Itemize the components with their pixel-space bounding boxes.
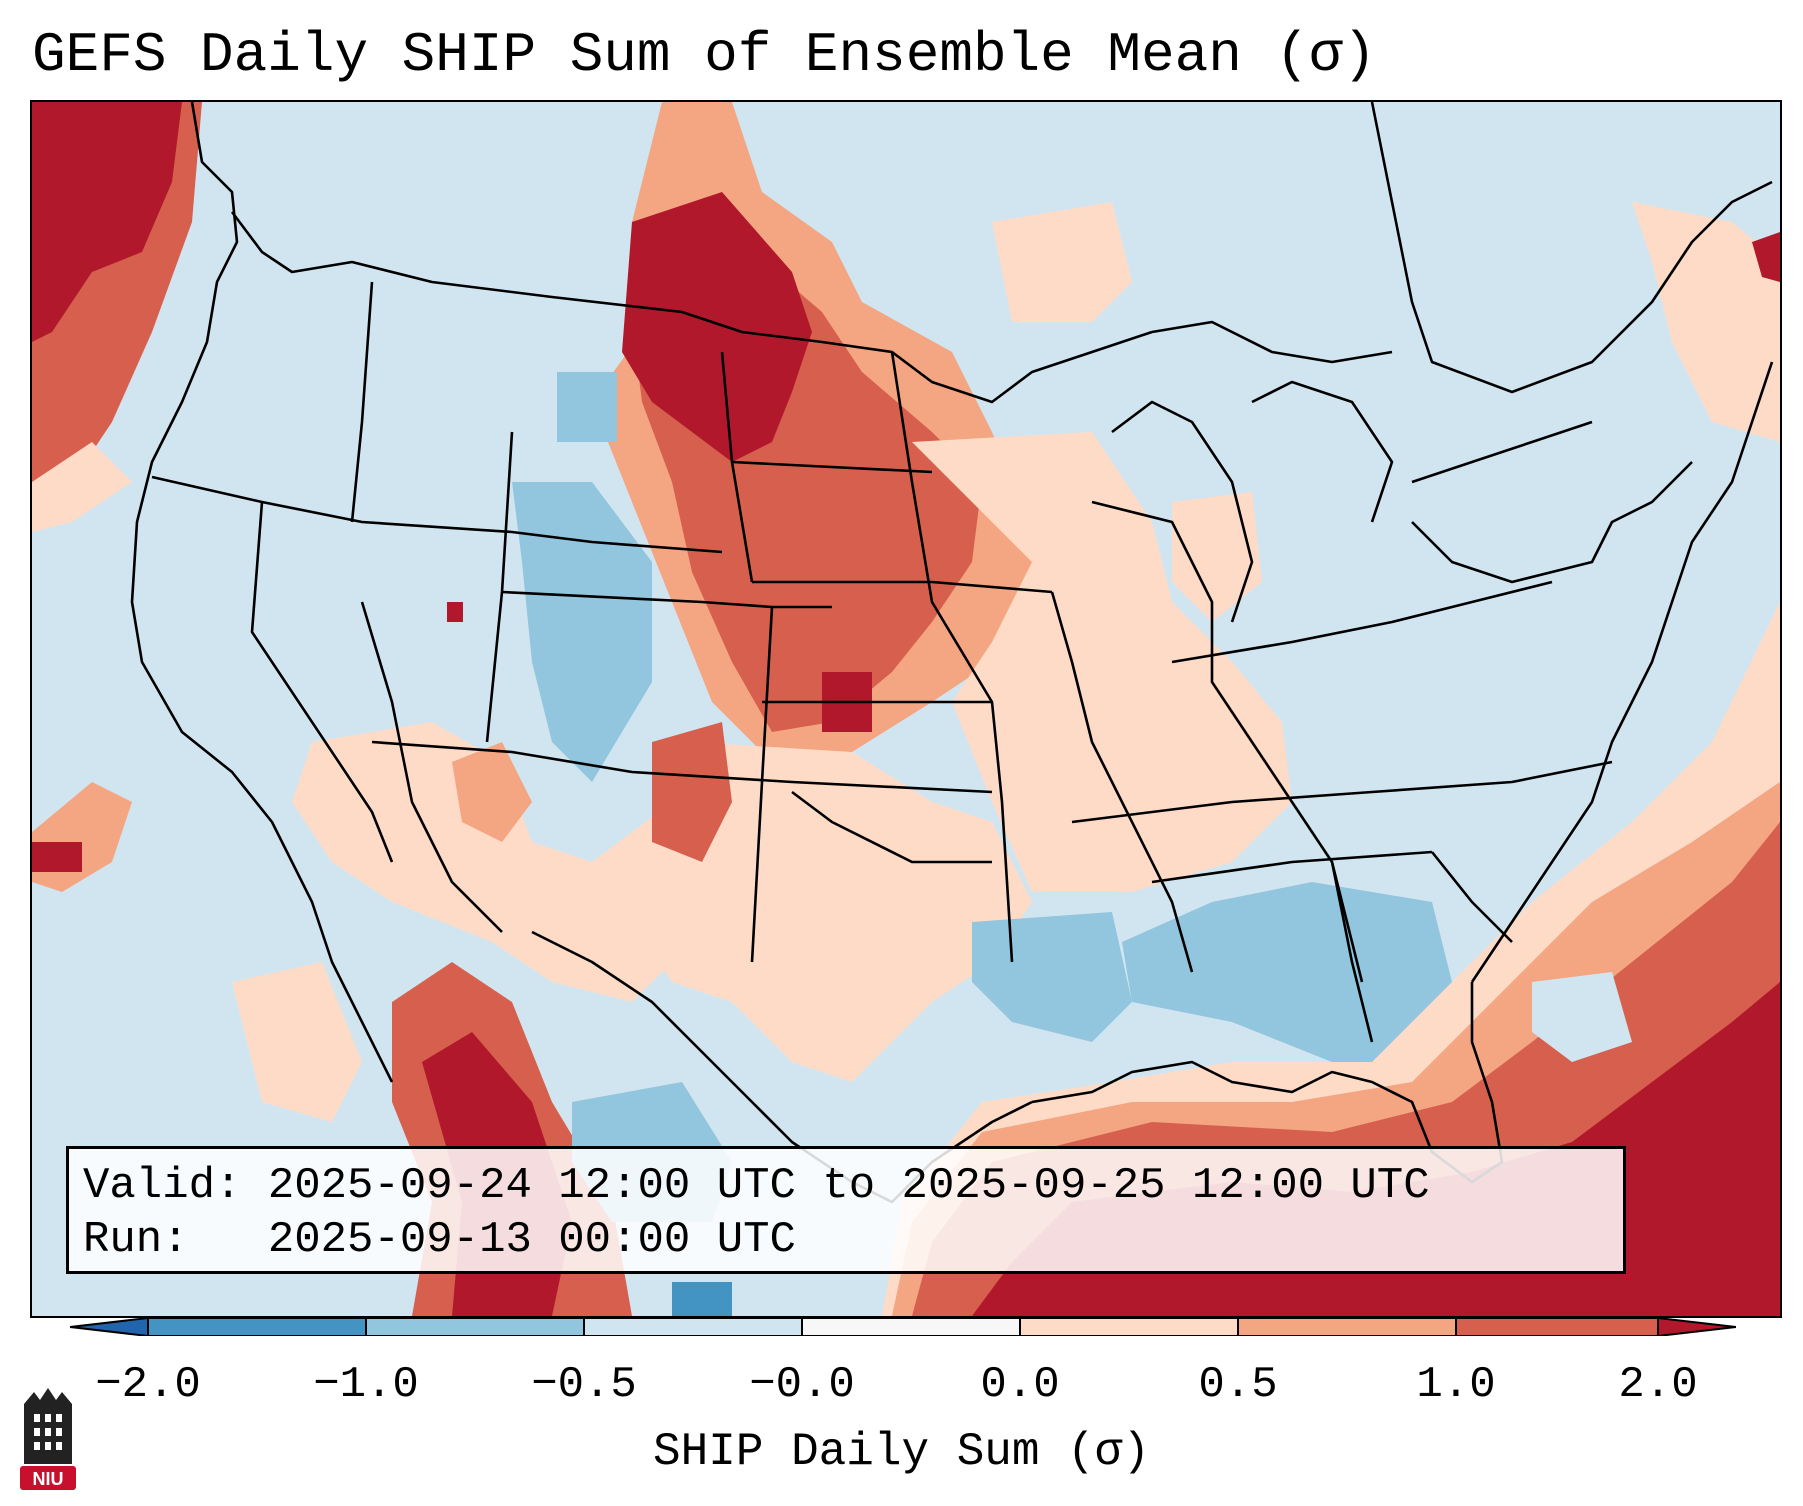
colorbar [70, 1318, 1736, 1336]
chart-title: GEFS Daily SHIP Sum of Ensemble Mean (σ) [32, 23, 1377, 87]
oklahoma-texas-line [791, 790, 992, 864]
nebraska-south-line [752, 580, 1053, 594]
field-pacific-low [32, 442, 132, 532]
four-corners-line [371, 740, 993, 794]
colorbar-bin-5 [1020, 1318, 1238, 1336]
alabama-georgia-line [1330, 861, 1374, 1043]
colorbar-tick-label: −0.5 [531, 1360, 637, 1410]
field-pacific-veryhigh [32, 102, 182, 342]
minnesota-iowa-line [890, 351, 1014, 963]
colorbar-tick-label: −1.0 [313, 1360, 419, 1410]
field-midwest-nearpos [912, 432, 1292, 892]
field-southwest-nearpos [292, 722, 712, 1002]
colorbar-bin-4 [802, 1318, 1020, 1336]
idaho-line [350, 281, 374, 523]
field-utah-cell [447, 602, 463, 622]
canada-east-outline [1370, 102, 1773, 394]
field-maritimes-veryhigh [1752, 232, 1780, 282]
niu-logo-icon: NIU [20, 1388, 76, 1490]
colorbar-bin-3 [584, 1318, 802, 1336]
map-panel [30, 100, 1782, 1318]
baja-coastline [360, 601, 503, 933]
colorado-kansas-line [750, 606, 774, 963]
colorbar-ticks [147, 1318, 1659, 1336]
sd-nd-line [731, 460, 933, 474]
lake-michigan-shore [1111, 400, 1254, 623]
colorbar-bin-7 [1456, 1318, 1658, 1336]
field-michigan-nearpos [1172, 492, 1262, 622]
colorado-north-line [501, 590, 832, 609]
field-pacific-sw-core [32, 842, 82, 872]
colorbar-tick-label: −0.0 [749, 1360, 855, 1410]
field-wyoming-below [557, 372, 617, 442]
field-newengland-nearpos [1632, 202, 1780, 442]
run-time-text: Run: 2025-09-13 00:00 UTC [83, 1215, 796, 1265]
colorbar-extend-low [70, 1318, 148, 1336]
colorbar-bin-6 [1238, 1318, 1456, 1336]
field-rockies-below [512, 482, 652, 782]
field-dakotas-veryhigh [622, 192, 812, 462]
colorbar-tick-label: 1.0 [1416, 1360, 1496, 1410]
colorbar-bin-1 [148, 1318, 366, 1336]
gulf-coastline [1031, 982, 1504, 1184]
colorbar-tick-label: 0.5 [1198, 1360, 1278, 1410]
lake-huron-shore [1251, 380, 1394, 523]
field-southwest-above [452, 742, 532, 842]
field-mexico-low [672, 1282, 732, 1316]
illinois-indiana-line [1091, 500, 1364, 983]
field-newmexico-high [652, 722, 732, 862]
field-ontario-nearpos [992, 202, 1132, 322]
tennessee-north-line [1071, 760, 1613, 824]
ship-map [32, 102, 1780, 1316]
valid-time-text: Valid: 2025-09-24 12:00 UTC to 2025-09-2… [83, 1161, 1430, 1211]
nevada-california-line [250, 501, 394, 863]
east-coastline [1470, 361, 1774, 983]
field-southplains-nearpos [632, 742, 1032, 1082]
us-canada-border [230, 211, 1153, 404]
lake-erie-ontario-shore [1411, 420, 1593, 484]
logo-text: NIU [33, 1469, 64, 1489]
colorbar-tick-label: −2.0 [95, 1360, 201, 1410]
field-atlantic-coolspot [1532, 972, 1632, 1062]
colorbar-tick-label: 2.0 [1618, 1360, 1698, 1410]
colorbar-tick-label: 0.0 [980, 1360, 1060, 1410]
validity-info-box: Valid: 2025-09-24 12:00 UTC to 2025-09-2… [66, 1146, 1626, 1274]
ohio-valley-line [1171, 580, 1553, 664]
carolinas-line [1430, 851, 1513, 943]
field-baja-nearpos [232, 962, 362, 1122]
lake-superior-shore [1151, 320, 1393, 364]
west-coastline [130, 102, 394, 1083]
colorbar-extend-high [1658, 1318, 1736, 1336]
tennessee-south-line [1151, 850, 1433, 884]
colorbar-title: SHIP Daily Sum (σ) [653, 1426, 1150, 1478]
state-line-row1 [151, 475, 723, 554]
field-southeast-below [1122, 882, 1452, 1062]
mississippi-line [1050, 591, 1194, 973]
pennsylvania-line [1411, 461, 1693, 584]
colorbar-bin-2 [366, 1318, 584, 1336]
